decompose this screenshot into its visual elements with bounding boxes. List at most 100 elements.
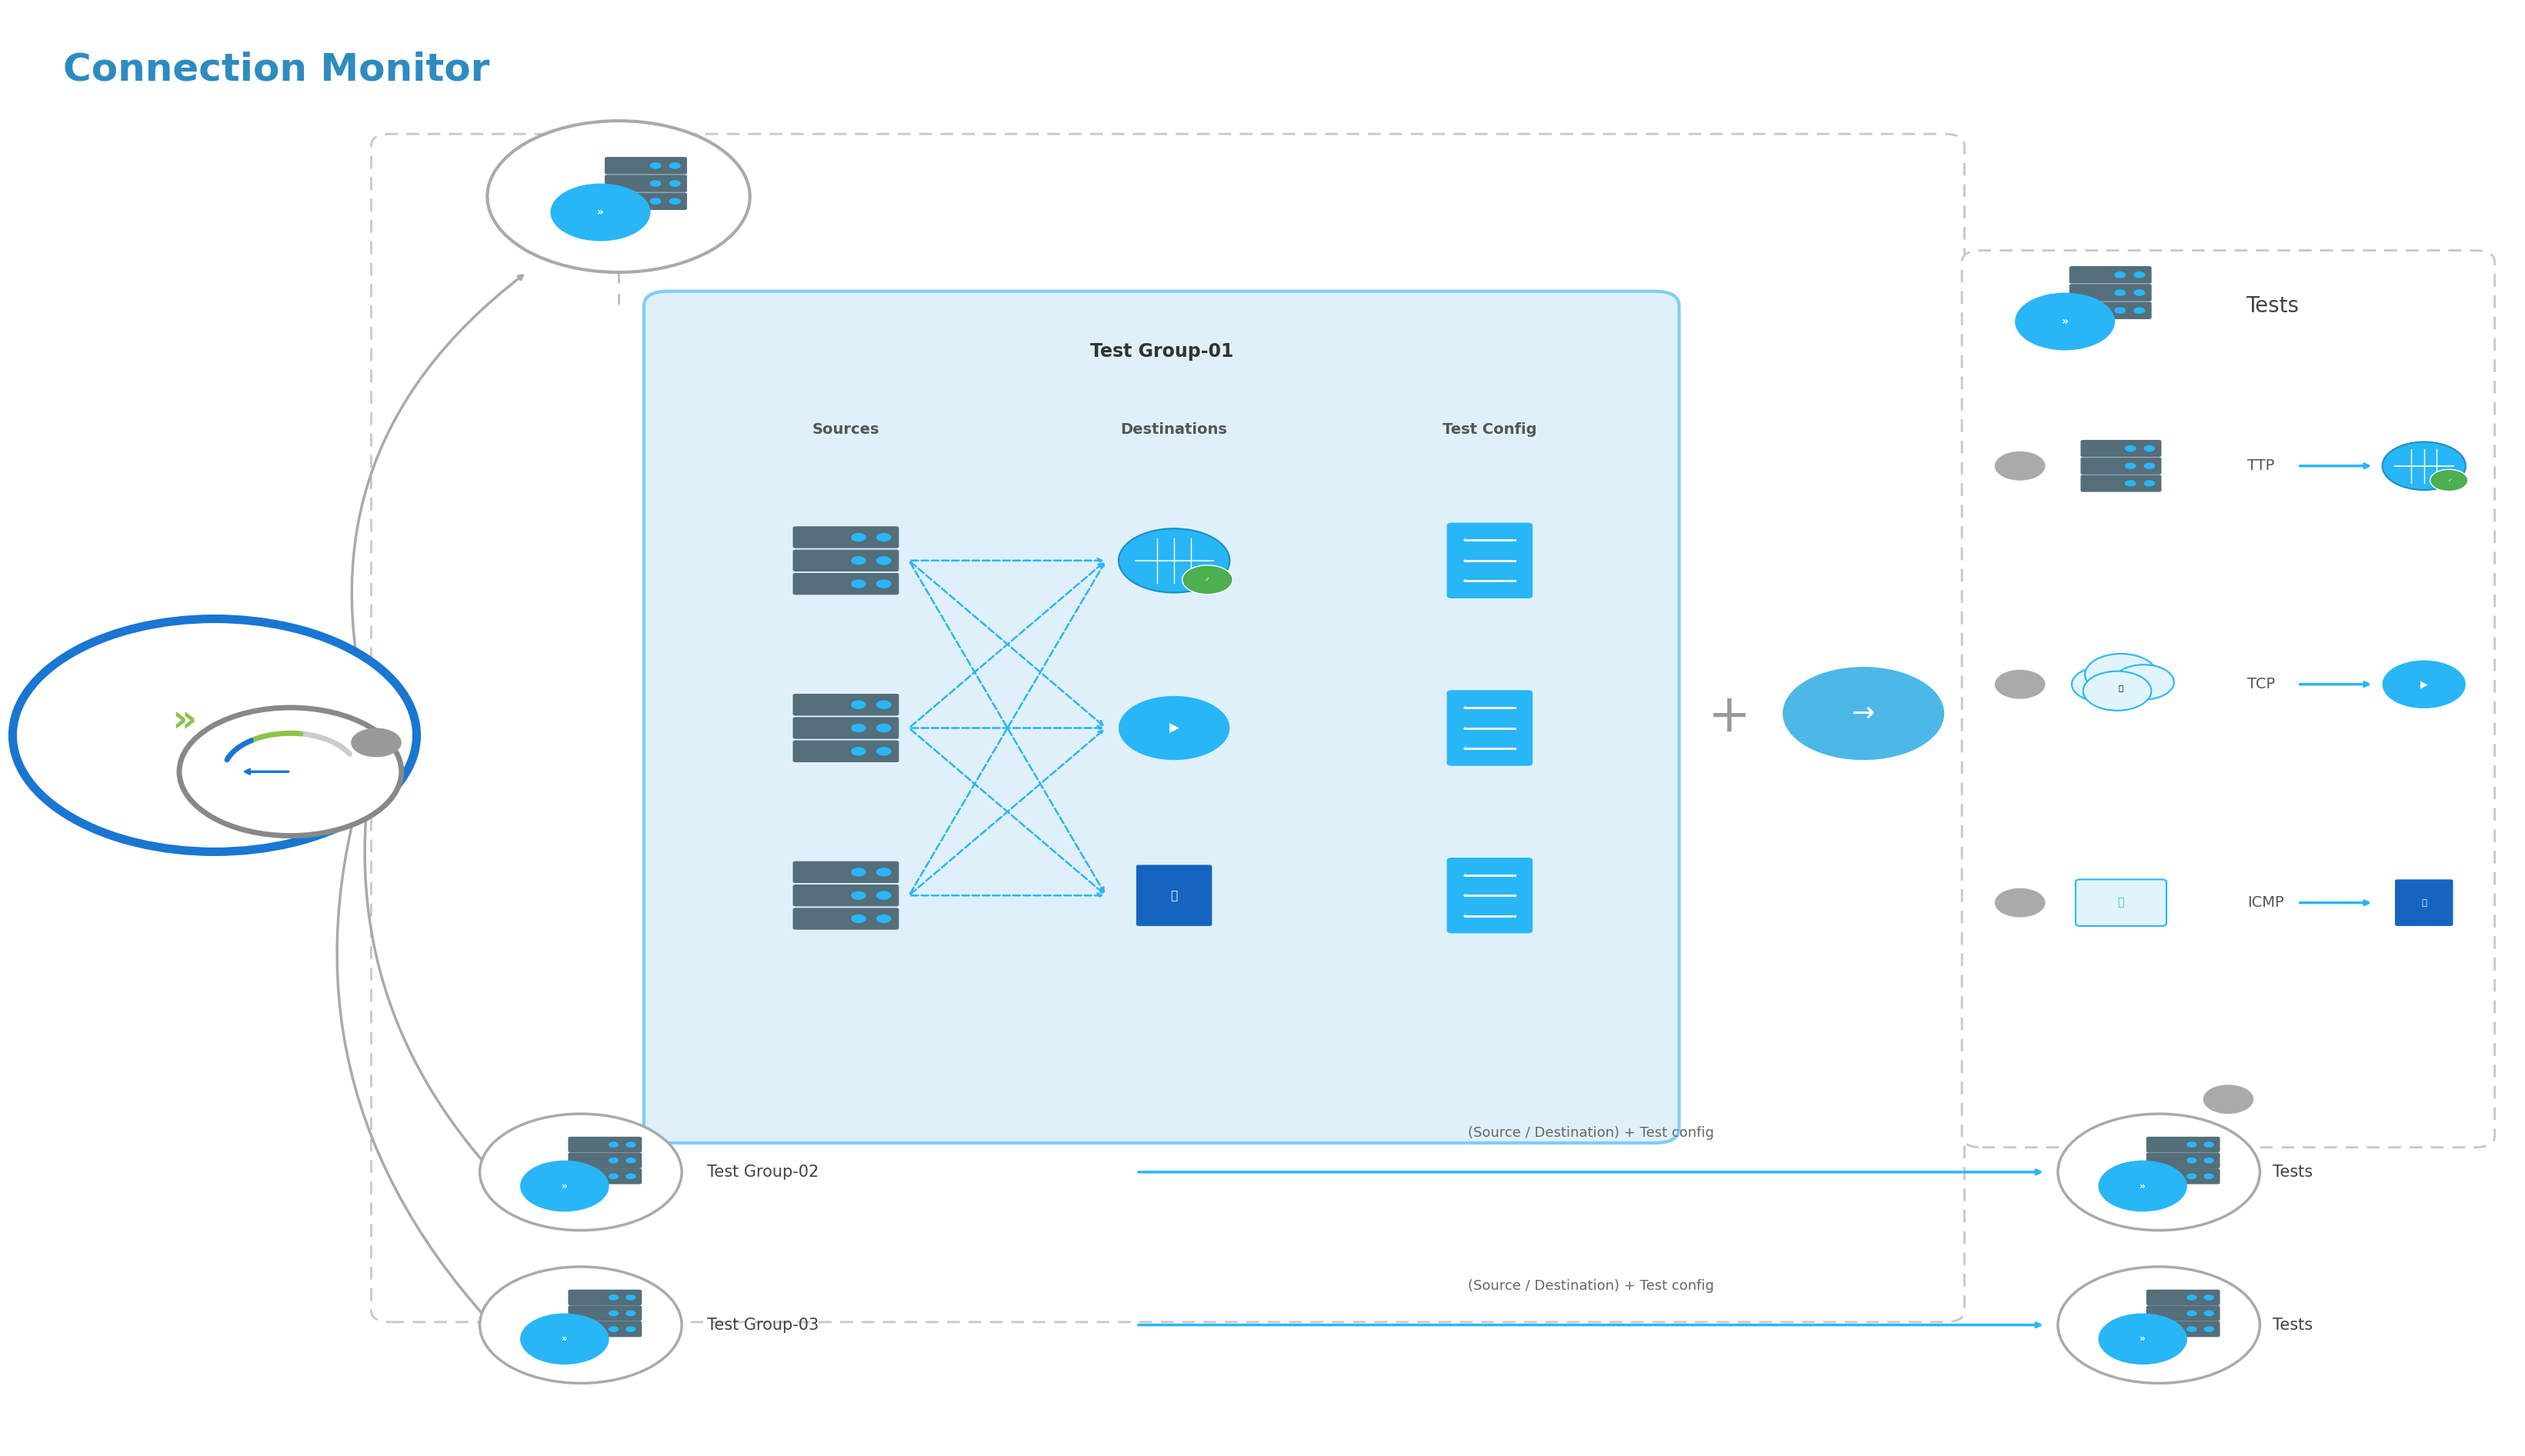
Circle shape [2083,671,2151,711]
Circle shape [2187,1310,2197,1316]
Text: »: » [596,207,603,217]
FancyBboxPatch shape [793,574,899,594]
Circle shape [851,724,866,732]
Circle shape [2187,1294,2197,1300]
FancyBboxPatch shape [793,550,899,571]
FancyBboxPatch shape [568,1321,641,1337]
Circle shape [2144,480,2156,486]
Circle shape [2098,1160,2187,1211]
Circle shape [2134,307,2146,314]
Circle shape [876,533,891,542]
Circle shape [2204,1142,2214,1147]
FancyBboxPatch shape [603,192,687,210]
Circle shape [480,1267,682,1383]
Circle shape [1182,565,1232,594]
FancyBboxPatch shape [2394,879,2452,926]
Circle shape [2187,1326,2197,1332]
Text: ▶: ▶ [2421,680,2427,689]
Circle shape [2124,463,2136,469]
Text: Test Group-02: Test Group-02 [707,1165,818,1179]
Circle shape [649,181,662,186]
FancyBboxPatch shape [1136,865,1212,926]
FancyBboxPatch shape [793,695,899,716]
Circle shape [851,914,866,923]
Text: ✓: ✓ [1462,913,1467,919]
Circle shape [2124,480,2136,486]
FancyBboxPatch shape [1962,250,2495,1147]
Circle shape [2098,1313,2187,1364]
FancyBboxPatch shape [2081,475,2161,492]
FancyBboxPatch shape [603,175,687,192]
Text: Test Group-01: Test Group-01 [1091,342,1232,361]
Text: ▶: ▶ [1169,721,1179,735]
Text: ✓: ✓ [1462,893,1467,898]
Circle shape [851,747,866,756]
FancyBboxPatch shape [2146,1137,2219,1153]
Circle shape [1995,670,2045,699]
Circle shape [626,1158,636,1163]
FancyBboxPatch shape [1447,858,1533,933]
Text: »: » [561,1181,568,1191]
FancyBboxPatch shape [2146,1290,2219,1306]
Text: ✓: ✓ [1462,705,1467,711]
FancyBboxPatch shape [2146,1153,2219,1168]
Text: TTP: TTP [2247,459,2275,473]
Circle shape [2058,1267,2260,1383]
Text: »: » [172,702,197,740]
Text: ✓: ✓ [2447,479,2452,482]
Circle shape [609,1174,619,1179]
Circle shape [520,1313,609,1364]
Circle shape [2204,1326,2214,1332]
FancyBboxPatch shape [793,884,899,906]
FancyBboxPatch shape [2081,440,2161,457]
FancyBboxPatch shape [2076,879,2166,926]
FancyBboxPatch shape [568,1290,641,1306]
Circle shape [876,556,891,565]
Circle shape [2086,654,2156,695]
Circle shape [851,891,866,900]
FancyBboxPatch shape [793,740,899,763]
Circle shape [2070,667,2131,702]
Circle shape [2113,307,2126,314]
FancyBboxPatch shape [644,291,1679,1143]
Circle shape [851,533,866,542]
Circle shape [1995,888,2045,917]
Circle shape [851,700,866,709]
FancyBboxPatch shape [371,134,1964,1322]
Text: 🖨: 🖨 [2118,897,2124,909]
Circle shape [2134,290,2146,296]
Circle shape [2187,1174,2197,1179]
Text: Tests: Tests [2273,1165,2313,1179]
Text: Sources: Sources [813,422,879,437]
FancyBboxPatch shape [2070,301,2151,319]
Circle shape [487,121,750,272]
Text: Destinations: Destinations [1121,422,1227,437]
Text: 🚪: 🚪 [2421,898,2427,907]
Circle shape [2204,1310,2214,1316]
Circle shape [626,1142,636,1147]
Circle shape [1783,667,1944,760]
Text: 🖥: 🖥 [2118,684,2124,692]
Circle shape [1119,696,1230,760]
Circle shape [609,1294,619,1300]
Text: 🚪: 🚪 [1172,890,1177,901]
FancyBboxPatch shape [793,527,899,547]
Circle shape [2113,290,2126,296]
FancyBboxPatch shape [603,157,687,175]
Circle shape [351,728,401,757]
Text: ✓: ✓ [1462,558,1467,563]
FancyBboxPatch shape [793,860,899,882]
Circle shape [876,747,891,756]
Text: »: » [2060,316,2068,326]
Circle shape [669,198,682,205]
Text: Connection Monitor: Connection Monitor [63,51,490,87]
FancyBboxPatch shape [2070,266,2151,284]
Circle shape [2124,446,2136,451]
Circle shape [2058,1114,2260,1230]
FancyBboxPatch shape [2146,1321,2219,1337]
Circle shape [2113,664,2174,700]
Text: »: » [561,1334,568,1344]
Circle shape [480,1114,682,1230]
FancyBboxPatch shape [568,1153,641,1168]
Text: Tests: Tests [2245,296,2300,316]
